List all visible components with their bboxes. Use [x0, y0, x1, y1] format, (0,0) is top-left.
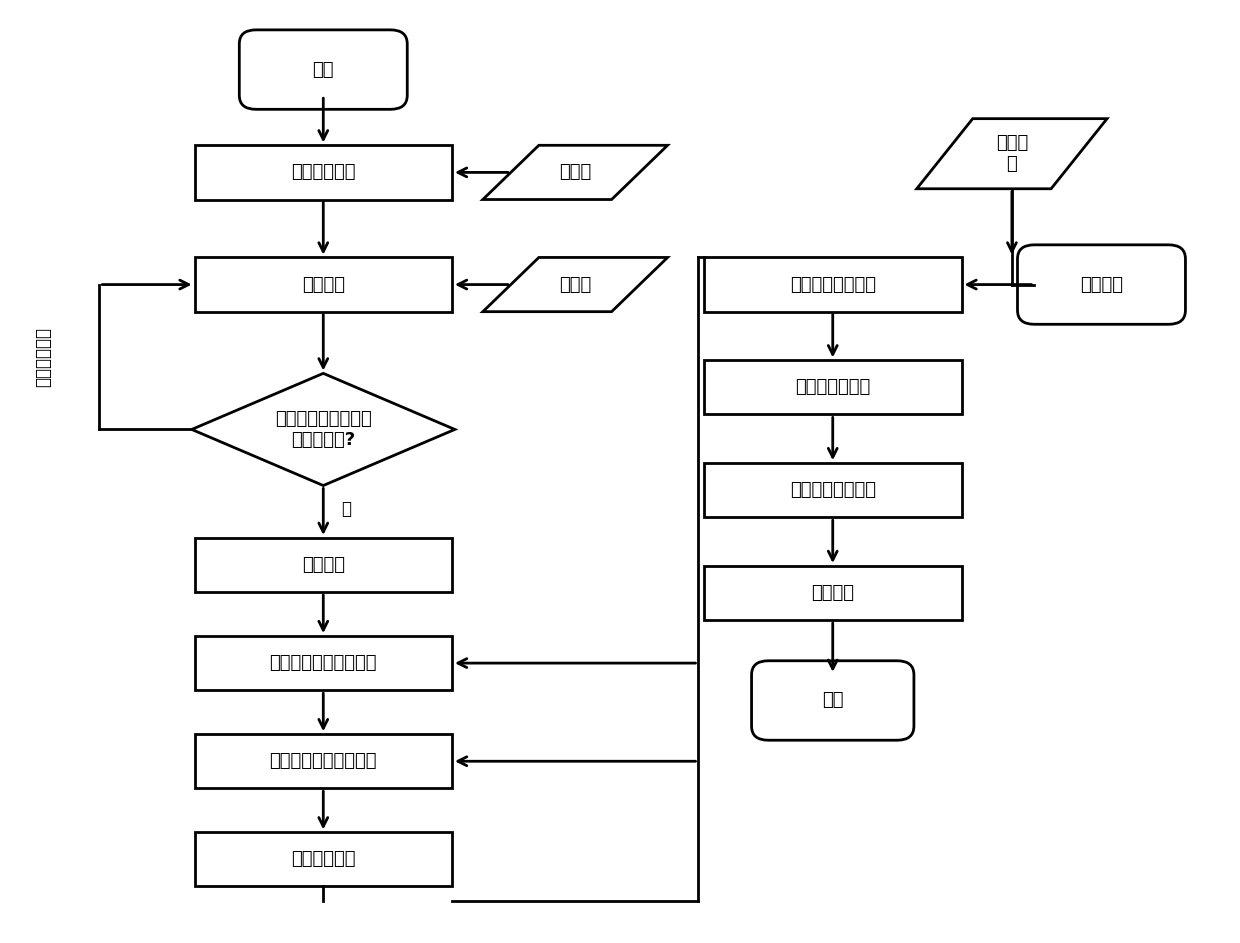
Polygon shape — [482, 257, 667, 312]
Text: 自动导入编程软件: 自动导入编程软件 — [790, 275, 875, 293]
Text: 自动匹配成型特征刀具: 自动匹配成型特征刀具 — [269, 654, 377, 672]
Bar — [704, 257, 961, 312]
Text: 是: 是 — [341, 500, 351, 518]
Text: 三维设计: 三维设计 — [301, 275, 345, 293]
FancyBboxPatch shape — [1018, 245, 1185, 324]
Text: 模型库: 模型库 — [559, 163, 591, 181]
Text: 冲床调用: 冲床调用 — [811, 584, 854, 602]
Text: 规则库: 规则库 — [559, 275, 591, 293]
Polygon shape — [916, 119, 1107, 189]
Text: 后台检查当前模型是
否符合规则?: 后台检查当前模型是 否符合规则? — [275, 410, 372, 449]
Text: 否，提示修订: 否，提示修订 — [35, 327, 52, 387]
Text: 编程规
则: 编程规 则 — [996, 134, 1028, 174]
Text: 生成套裁冲切程序: 生成套裁冲切程序 — [790, 481, 875, 499]
Text: 特征自动推送: 特征自动推送 — [291, 163, 356, 181]
Text: 开始: 开始 — [312, 60, 334, 78]
FancyBboxPatch shape — [239, 30, 407, 109]
Text: 生成接口程序: 生成接口程序 — [291, 851, 356, 869]
Text: 按材料厚度套材: 按材料厚度套材 — [795, 378, 870, 396]
Text: 生产订单: 生产订单 — [1080, 275, 1123, 293]
Bar — [195, 735, 453, 788]
Text: 结束: 结束 — [822, 691, 843, 709]
Bar — [195, 833, 453, 886]
Bar — [195, 538, 453, 592]
FancyBboxPatch shape — [751, 661, 914, 740]
Bar — [195, 257, 453, 312]
Polygon shape — [192, 373, 455, 486]
Bar — [195, 636, 453, 690]
Text: 自动匹配边缘线长刀具: 自动匹配边缘线长刀具 — [269, 753, 377, 770]
Bar — [704, 566, 961, 620]
Text: 图文受控: 图文受控 — [301, 556, 345, 574]
Bar — [704, 463, 961, 518]
Bar — [704, 360, 961, 415]
Bar — [195, 145, 453, 200]
Polygon shape — [482, 145, 667, 200]
